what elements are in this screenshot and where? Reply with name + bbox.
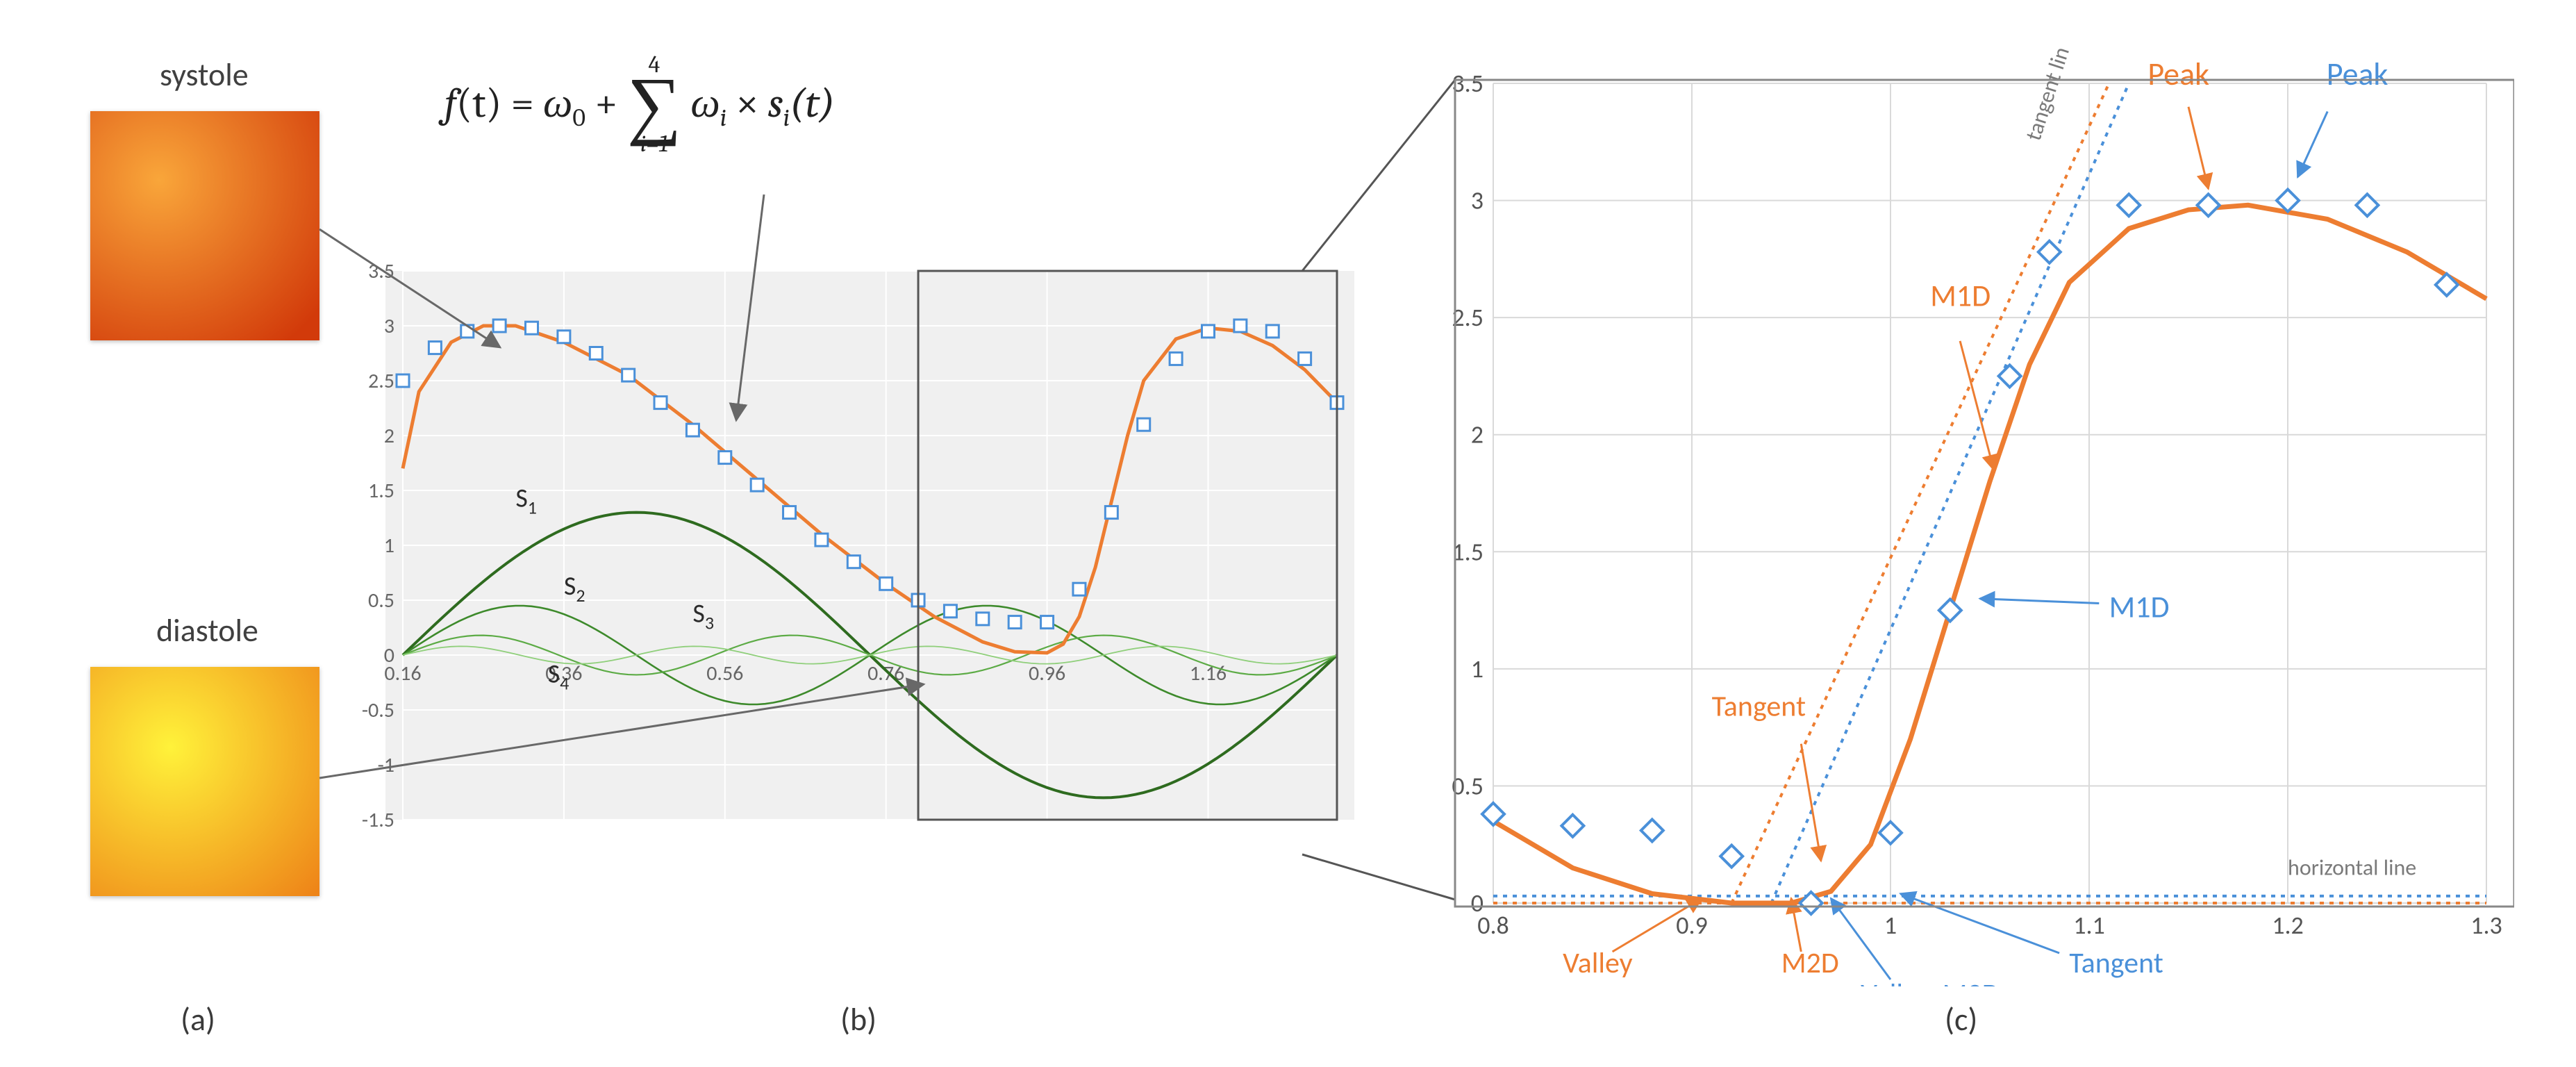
svg-text:Peak: Peak bbox=[2147, 55, 2209, 94]
svg-text:1.1: 1.1 bbox=[2073, 910, 2105, 941]
panel-label-c: (c) bbox=[1945, 1000, 1977, 1039]
svg-text:2: 2 bbox=[1471, 420, 1484, 450]
svg-text:Tangent: Tangent bbox=[2069, 945, 2163, 981]
svg-text:0.5: 0.5 bbox=[1452, 770, 1484, 801]
svg-text:1.2: 1.2 bbox=[2272, 910, 2304, 941]
svg-text:Peak: Peak bbox=[2327, 55, 2388, 94]
svg-text:0.8: 0.8 bbox=[1477, 910, 1509, 941]
svg-text:0.9: 0.9 bbox=[1676, 910, 1708, 941]
figure-canvas: systole diastole f(t) = ω0 bbox=[0, 0, 2576, 1067]
svg-text:Tangent: Tangent bbox=[1712, 688, 1806, 724]
svg-text:horizontal line: horizontal line bbox=[2288, 854, 2416, 882]
panel-label-b: (b) bbox=[840, 1000, 876, 1039]
panel-label-a: (a) bbox=[181, 1000, 215, 1039]
svg-text:3: 3 bbox=[1471, 185, 1484, 216]
panel-c-chart: 00.511.522.533.50.80.911.11.21.3PeakPeak… bbox=[1431, 49, 2514, 986]
svg-text:M1D: M1D bbox=[1930, 276, 1991, 314]
svg-text:Valley: Valley bbox=[1563, 945, 1633, 981]
svg-text:M2D: M2D bbox=[1781, 945, 1839, 981]
svg-text:1.3: 1.3 bbox=[2470, 910, 2502, 941]
svg-text:2.5: 2.5 bbox=[1452, 302, 1484, 333]
svg-text:1: 1 bbox=[1884, 910, 1897, 941]
svg-text:1.5: 1.5 bbox=[1452, 536, 1484, 567]
svg-text:3.5: 3.5 bbox=[1452, 68, 1484, 99]
svg-text:M1D: M1D bbox=[2109, 588, 2170, 626]
svg-text:Valley, M2D: Valley, M2D bbox=[1861, 977, 2000, 986]
svg-text:1: 1 bbox=[1471, 654, 1484, 684]
